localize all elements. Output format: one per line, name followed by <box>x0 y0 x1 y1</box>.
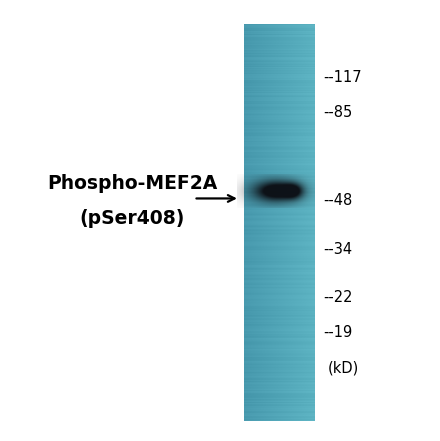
Text: --117: --117 <box>323 70 362 85</box>
Text: Phospho-MEF2A: Phospho-MEF2A <box>47 173 217 193</box>
Text: --85: --85 <box>323 105 352 120</box>
Text: --22: --22 <box>323 290 353 305</box>
Text: (pSer408): (pSer408) <box>79 209 185 228</box>
Text: (kD): (kD) <box>328 361 359 376</box>
Text: --34: --34 <box>323 242 352 257</box>
Text: --48: --48 <box>323 193 352 208</box>
Text: --19: --19 <box>323 325 352 340</box>
